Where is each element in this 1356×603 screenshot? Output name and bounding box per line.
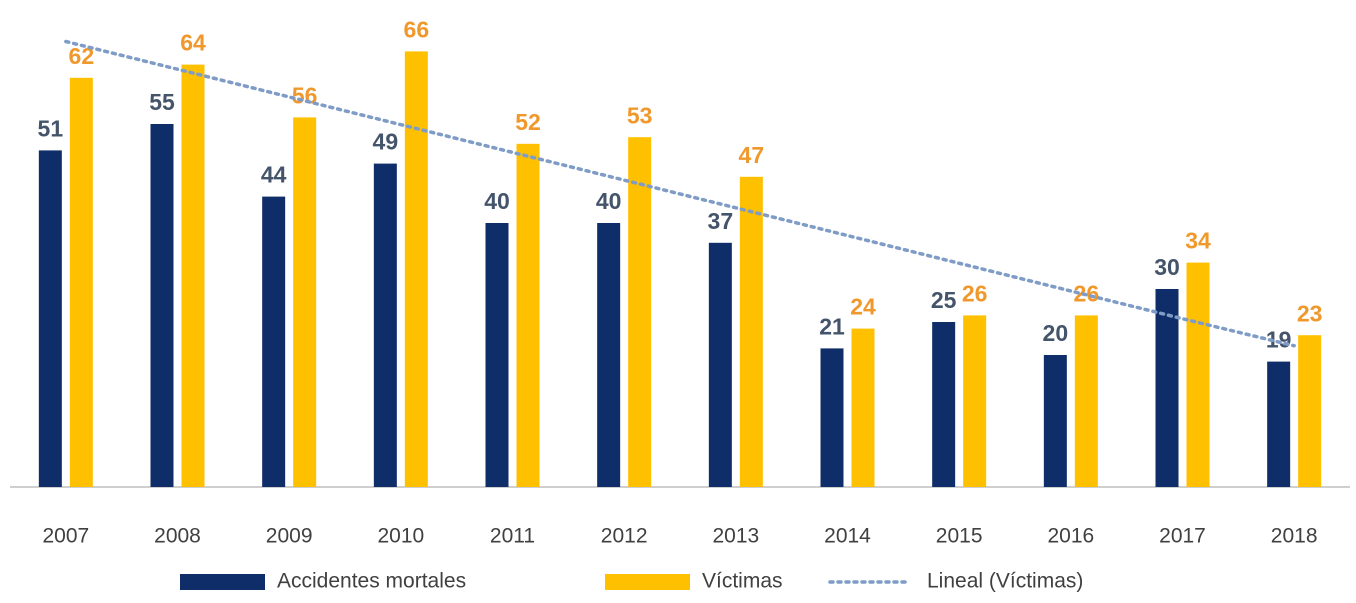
data-label: 26 bbox=[962, 280, 988, 306]
bar bbox=[708, 242, 732, 487]
legend-swatch bbox=[605, 574, 690, 590]
legend-label: Víctimas bbox=[702, 570, 783, 593]
data-label: 40 bbox=[596, 188, 622, 214]
x-tick-label: 2016 bbox=[1047, 525, 1094, 548]
data-label: 55 bbox=[149, 89, 175, 115]
data-label: 64 bbox=[180, 30, 206, 56]
x-tick-label: 2017 bbox=[1159, 525, 1206, 548]
bar bbox=[820, 348, 844, 487]
data-label: 37 bbox=[708, 208, 734, 234]
bar bbox=[739, 176, 763, 488]
x-tick-label: 2013 bbox=[712, 525, 759, 548]
bar bbox=[404, 51, 428, 488]
bar bbox=[1074, 315, 1098, 487]
data-label: 23 bbox=[1297, 300, 1323, 326]
bar bbox=[1267, 361, 1291, 487]
x-tick-label: 2012 bbox=[601, 525, 648, 548]
bar bbox=[851, 328, 875, 487]
x-tick-label: 2008 bbox=[154, 525, 201, 548]
x-tick-label: 2009 bbox=[266, 525, 313, 548]
bar bbox=[628, 137, 652, 487]
bar bbox=[597, 223, 621, 487]
data-label: 21 bbox=[819, 313, 845, 339]
data-label: 30 bbox=[1154, 254, 1180, 280]
data-label: 53 bbox=[627, 102, 653, 128]
x-tick-label: 2015 bbox=[936, 525, 983, 548]
x-tick-label: 2007 bbox=[42, 525, 89, 548]
data-label: 51 bbox=[38, 115, 64, 141]
data-label: 25 bbox=[931, 287, 957, 313]
data-label: 66 bbox=[404, 16, 430, 42]
bar bbox=[1186, 262, 1210, 487]
data-label: 44 bbox=[261, 162, 287, 188]
bar bbox=[373, 163, 397, 487]
bar bbox=[1155, 289, 1179, 487]
bar bbox=[181, 64, 205, 487]
bar bbox=[485, 223, 509, 487]
x-tick-label: 2018 bbox=[1271, 525, 1318, 548]
data-label: 20 bbox=[1043, 320, 1069, 346]
x-tick-label: 2010 bbox=[377, 525, 424, 548]
bar bbox=[69, 77, 93, 488]
bar bbox=[516, 143, 540, 488]
bar bbox=[1043, 355, 1067, 487]
trend-line bbox=[64, 39, 1296, 348]
bar bbox=[293, 117, 317, 488]
bar bbox=[963, 315, 987, 487]
x-tick-label: 2011 bbox=[490, 525, 535, 548]
data-label: 47 bbox=[739, 142, 765, 168]
legend-label: Accidentes mortales bbox=[277, 570, 466, 593]
data-label: 49 bbox=[373, 129, 399, 155]
bar bbox=[1298, 335, 1322, 487]
legend-label: Lineal (Víctimas) bbox=[927, 570, 1083, 593]
bar bbox=[932, 322, 956, 487]
data-label: 24 bbox=[850, 294, 876, 320]
data-label: 52 bbox=[515, 109, 541, 135]
bar bbox=[150, 124, 174, 487]
data-label: 34 bbox=[1185, 228, 1211, 254]
x-tick-label: 2014 bbox=[824, 525, 871, 548]
bar bbox=[262, 196, 286, 487]
bar bbox=[38, 150, 62, 487]
data-label: 40 bbox=[484, 188, 510, 214]
legend-swatch bbox=[180, 574, 265, 590]
